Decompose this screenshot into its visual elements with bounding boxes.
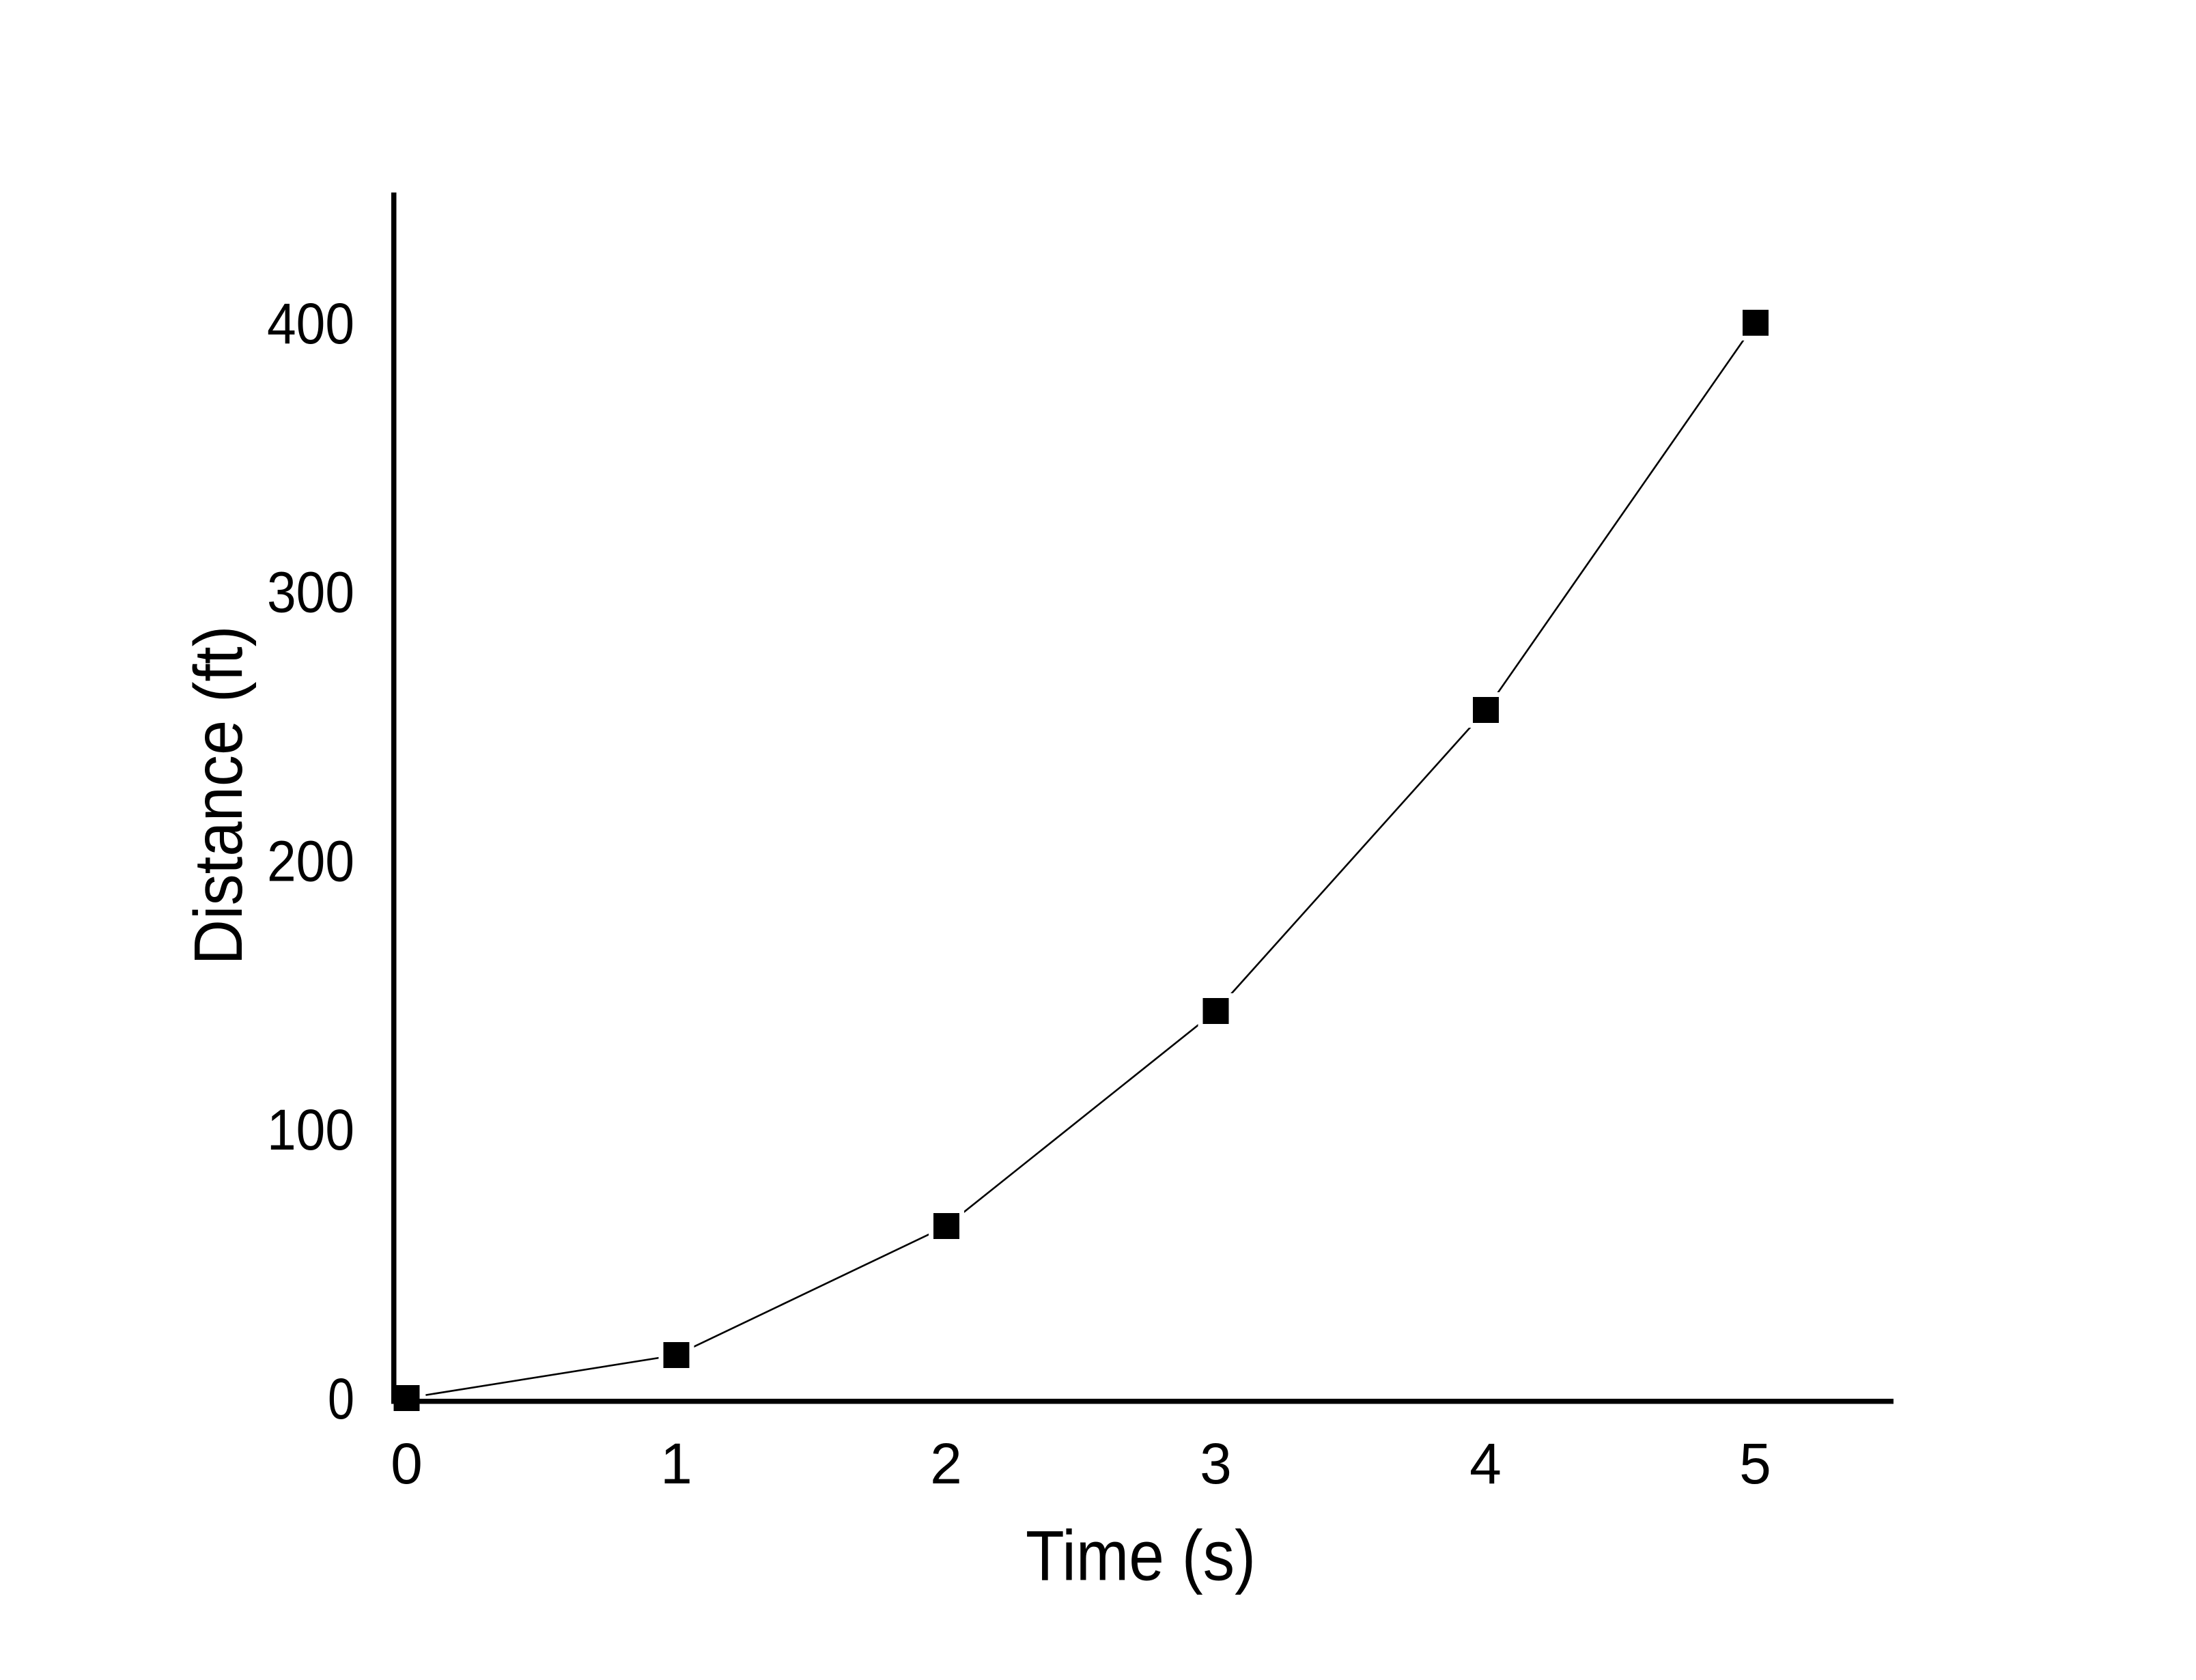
- svg-text:100: 100: [267, 1098, 354, 1162]
- svg-text:200: 200: [267, 829, 354, 893]
- svg-text:0: 0: [328, 1367, 354, 1431]
- svg-text:0: 0: [391, 1432, 423, 1496]
- svg-text:Distance (ft): Distance (ft): [180, 626, 257, 965]
- svg-text:Time (s): Time (s): [1026, 1517, 1256, 1596]
- svg-text:300: 300: [267, 560, 354, 625]
- svg-text:4: 4: [1469, 1432, 1502, 1496]
- svg-text:3: 3: [1200, 1432, 1232, 1496]
- svg-text:5: 5: [1739, 1432, 1771, 1496]
- svg-text:400: 400: [267, 291, 354, 356]
- svg-text:2: 2: [930, 1432, 962, 1496]
- svg-text:1: 1: [660, 1432, 692, 1496]
